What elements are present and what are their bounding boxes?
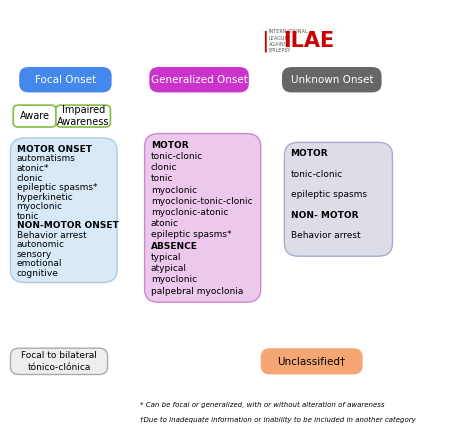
Text: clonic: clonic bbox=[17, 173, 43, 183]
Text: myoclonic: myoclonic bbox=[151, 186, 197, 194]
Text: cognitive: cognitive bbox=[17, 268, 58, 278]
Text: Focal to bilateral
tónico-clónica: Focal to bilateral tónico-clónica bbox=[21, 351, 97, 372]
Text: Focal Onset: Focal Onset bbox=[35, 75, 96, 85]
FancyBboxPatch shape bbox=[261, 348, 363, 374]
Text: NON-MOTOR ONSET: NON-MOTOR ONSET bbox=[17, 221, 118, 230]
FancyBboxPatch shape bbox=[284, 142, 392, 256]
Text: Impaired
Awareness: Impaired Awareness bbox=[57, 105, 109, 127]
Text: Behavior arrest: Behavior arrest bbox=[17, 230, 86, 240]
FancyBboxPatch shape bbox=[10, 348, 108, 374]
Text: epileptic spasms*: epileptic spasms* bbox=[151, 230, 231, 240]
Text: MOTOR: MOTOR bbox=[151, 141, 188, 150]
Text: typical: typical bbox=[151, 253, 181, 262]
Text: sensory: sensory bbox=[17, 250, 52, 258]
Text: MOTOR: MOTOR bbox=[291, 149, 328, 159]
FancyBboxPatch shape bbox=[149, 67, 249, 92]
Text: NON- MOTOR: NON- MOTOR bbox=[291, 211, 358, 220]
Text: palpebral myoclonia: palpebral myoclonia bbox=[151, 286, 243, 296]
Text: atonic: atonic bbox=[151, 219, 179, 228]
Text: myoclonic-atonic: myoclonic-atonic bbox=[151, 208, 228, 217]
Text: Aware: Aware bbox=[19, 111, 50, 121]
Text: INTERNATIONAL
LEAGUE
AGAINST
EPILEPSY: INTERNATIONAL LEAGUE AGAINST EPILEPSY bbox=[269, 29, 309, 53]
Text: * Can be focal or generalized, with or without alteration of awareness: * Can be focal or generalized, with or w… bbox=[140, 402, 384, 408]
FancyBboxPatch shape bbox=[282, 67, 382, 92]
Text: epileptic spasms: epileptic spasms bbox=[291, 191, 366, 199]
Text: autonomic: autonomic bbox=[17, 240, 64, 249]
Text: atypical: atypical bbox=[151, 264, 187, 273]
Text: tonic: tonic bbox=[17, 212, 39, 221]
Text: atonic*: atonic* bbox=[17, 164, 49, 173]
Text: Unknown Onset: Unknown Onset bbox=[291, 75, 373, 85]
Text: epileptic spasms*: epileptic spasms* bbox=[17, 183, 97, 192]
FancyBboxPatch shape bbox=[13, 105, 56, 127]
Text: tonic-clonic: tonic-clonic bbox=[291, 170, 343, 179]
Text: MOTOR ONSET: MOTOR ONSET bbox=[17, 145, 91, 154]
Text: emotional: emotional bbox=[17, 259, 62, 268]
Text: ABSENCE: ABSENCE bbox=[151, 242, 198, 251]
Text: myoclonic: myoclonic bbox=[151, 276, 197, 284]
Text: Unclassified†: Unclassified† bbox=[278, 357, 346, 366]
Text: Behavior arrest: Behavior arrest bbox=[291, 231, 360, 240]
FancyBboxPatch shape bbox=[10, 138, 117, 283]
Text: hyperkinetic: hyperkinetic bbox=[17, 193, 73, 201]
Text: tonic-clonic: tonic-clonic bbox=[151, 152, 203, 161]
Text: †Due to inadequate information or inability to be included in another category: †Due to inadequate information or inabil… bbox=[140, 417, 416, 423]
FancyBboxPatch shape bbox=[56, 105, 110, 127]
Text: ILAE: ILAE bbox=[283, 31, 335, 51]
Text: |: | bbox=[261, 30, 268, 52]
Text: myoclonic-tonic-clonic: myoclonic-tonic-clonic bbox=[151, 197, 252, 206]
Text: Generalized Onset: Generalized Onset bbox=[151, 75, 247, 85]
Text: clonic: clonic bbox=[151, 163, 177, 172]
FancyBboxPatch shape bbox=[19, 67, 112, 92]
Text: myoclonic: myoclonic bbox=[17, 202, 63, 211]
Text: automatisms: automatisms bbox=[17, 155, 75, 163]
Text: tonic: tonic bbox=[151, 174, 173, 183]
FancyBboxPatch shape bbox=[145, 134, 261, 302]
